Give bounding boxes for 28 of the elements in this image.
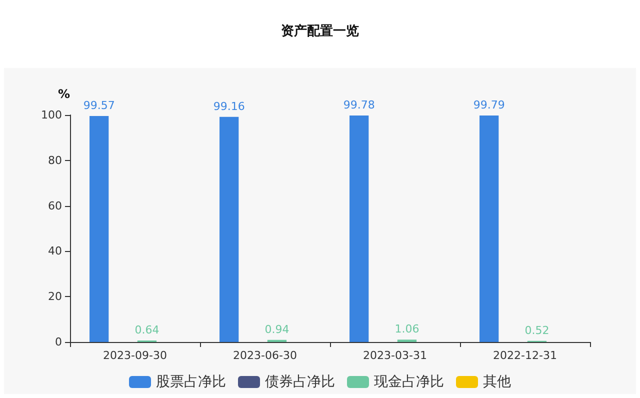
- data-label: 99.79: [473, 98, 505, 112]
- data-label: 0.94: [264, 322, 290, 336]
- y-axis-title: %: [58, 87, 70, 101]
- data-label: 0.52: [524, 324, 550, 337]
- x-tick-label: 2023-06-30: [233, 349, 297, 362]
- y-tick-label: 0: [55, 336, 62, 348]
- data-label: 1.06: [394, 322, 420, 336]
- data-label: 99.78: [343, 98, 375, 112]
- bar: [220, 116, 239, 342]
- legend-label: 其他: [483, 374, 511, 390]
- legend-label: 股票占净比: [156, 374, 226, 390]
- bar: [90, 116, 109, 342]
- y-tick-label: 100: [41, 108, 62, 122]
- y-tick-label: 40: [48, 244, 62, 258]
- data-label: 0.64: [134, 324, 160, 337]
- bar: [480, 115, 499, 342]
- legend-label: 现金占净比: [374, 374, 444, 390]
- chart-title: 资产配置一览: [281, 23, 359, 39]
- y-tick-label: 20: [48, 290, 62, 304]
- data-label: 99.16: [213, 100, 245, 113]
- bar: [350, 116, 369, 342]
- data-label: 99.57: [83, 98, 115, 112]
- x-tick-label: 2022-12-31: [493, 349, 557, 362]
- y-tick-label: 60: [48, 199, 62, 212]
- x-tick-label: 2023-03-31: [363, 349, 427, 362]
- y-tick-label: 80: [48, 154, 62, 167]
- x-tick-label: 2023-09-30: [103, 349, 167, 362]
- legend-label: 债券占净比: [265, 374, 335, 390]
